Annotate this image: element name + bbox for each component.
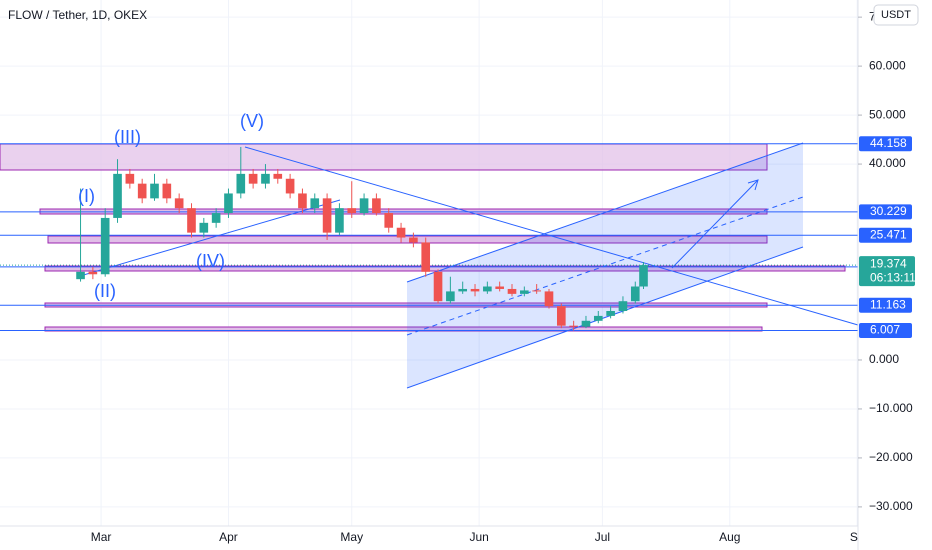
- candle-body: [507, 288, 517, 294]
- candle-body: [557, 306, 566, 326]
- level-badge: [859, 323, 912, 339]
- candle-body: [298, 193, 307, 209]
- candle-body: [248, 173, 258, 184]
- level-badge: [859, 136, 912, 152]
- trendline: [79, 199, 341, 277]
- x-tick-label: Apr: [219, 530, 238, 544]
- candle-body: [630, 286, 640, 302]
- candle-body: [174, 198, 184, 209]
- x-tick-label: Jul: [595, 530, 610, 544]
- candle-body: [359, 198, 369, 214]
- level-label: 44.158: [870, 136, 907, 150]
- candle-body: [606, 310, 615, 316]
- candle-body: [581, 320, 591, 327]
- candle-body: [322, 198, 332, 233]
- candle-body: [618, 301, 628, 311]
- candle-body: [76, 271, 85, 280]
- level-badge: [859, 227, 912, 243]
- candle-body: [396, 227, 406, 238]
- candle-body: [569, 325, 578, 327]
- candle-body: [310, 198, 320, 209]
- level-badge: [859, 204, 912, 220]
- candle-body: [433, 271, 443, 302]
- level-badge: [859, 297, 912, 313]
- x-tick-label: May: [340, 530, 363, 544]
- level-label: 30.229: [870, 204, 907, 218]
- y-tick-label: −20.000: [869, 450, 913, 464]
- candle-body: [639, 265, 648, 287]
- arrow-head: [747, 179, 759, 191]
- wave-label: (I): [78, 186, 95, 206]
- y-tick-label: 60.000: [869, 58, 906, 72]
- candle-body: [446, 291, 455, 302]
- candle-body: [187, 208, 196, 233]
- candle-body: [211, 213, 221, 223]
- currency-button: [873, 4, 919, 26]
- candle-body: [100, 217, 110, 275]
- x-tick-label: Jun: [469, 530, 488, 544]
- candle-body: [458, 288, 468, 292]
- candle-body: [544, 291, 554, 307]
- x-tick-label: Mar: [91, 530, 112, 544]
- level-label: 6.007: [870, 323, 900, 337]
- candle-body: [372, 198, 381, 214]
- y-tick-label: 50.000: [869, 107, 906, 121]
- candle-body: [483, 286, 492, 292]
- candle-body: [421, 242, 431, 272]
- candle-body: [125, 173, 135, 184]
- chart-title: FLOW / Tether, 1D, OKEX: [8, 8, 147, 22]
- candle-body: [199, 222, 209, 233]
- candle-body: [593, 315, 603, 321]
- candle-body: [162, 183, 172, 199]
- candle-body: [520, 290, 529, 294]
- candle-body: [384, 213, 394, 228]
- candle-body: [347, 208, 357, 214]
- candle-body: [532, 290, 541, 292]
- y-tick-label: 40.000: [869, 156, 906, 170]
- wave-label: (III): [114, 127, 141, 147]
- candle-body: [470, 288, 480, 292]
- resistance-zone: [0, 143, 768, 171]
- candle-body: [495, 286, 504, 289]
- arrow: [671, 179, 759, 269]
- candle-body: [137, 183, 147, 199]
- candle-body: [285, 178, 295, 194]
- channel-top: [406, 142, 804, 283]
- candle-body: [150, 183, 159, 199]
- level-label: 25.471: [870, 227, 907, 241]
- candle-body: [409, 237, 418, 243]
- y-tick-label: −10.000: [869, 401, 913, 415]
- last-price-label: 19.374: [870, 256, 907, 270]
- x-tick-label: Aug: [719, 530, 740, 544]
- wave-label: (V): [240, 111, 264, 131]
- zone: [47, 235, 768, 244]
- channel-bottom: [406, 246, 804, 389]
- y-tick-label: −30.000: [869, 499, 913, 513]
- countdown: 06:13:11: [870, 270, 916, 284]
- level-label: 11.163: [870, 297, 906, 311]
- candle-body: [113, 173, 122, 218]
- y-tick-label: 0.000: [869, 352, 899, 366]
- candle-body: [335, 208, 344, 233]
- wave-label: (II): [94, 281, 116, 301]
- last-price-badge: [859, 256, 915, 287]
- trendline: [244, 146, 859, 326]
- candle-body: [224, 193, 233, 214]
- wave-label: (IV): [196, 251, 225, 271]
- currency-label: USDT: [881, 9, 911, 21]
- candle-body: [88, 271, 98, 275]
- levels: [0, 0, 858, 526]
- candle-body: [273, 173, 283, 179]
- channel-mid: [406, 196, 804, 336]
- candle-body: [261, 173, 270, 184]
- candle-body: [236, 173, 246, 194]
- candles: [76, 146, 648, 331]
